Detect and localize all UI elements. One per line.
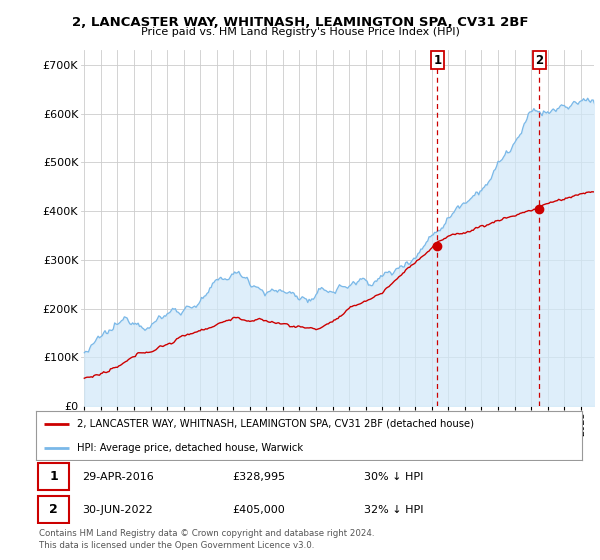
Text: 2: 2 <box>535 54 544 67</box>
Text: 32% ↓ HPI: 32% ↓ HPI <box>364 505 423 515</box>
Text: Price paid vs. HM Land Registry's House Price Index (HPI): Price paid vs. HM Land Registry's House … <box>140 27 460 37</box>
Text: 2, LANCASTER WAY, WHITNASH, LEAMINGTON SPA, CV31 2BF (detached house): 2, LANCASTER WAY, WHITNASH, LEAMINGTON S… <box>77 419 474 429</box>
Text: 2, LANCASTER WAY, WHITNASH, LEAMINGTON SPA, CV31 2BF: 2, LANCASTER WAY, WHITNASH, LEAMINGTON S… <box>72 16 528 29</box>
Text: HPI: Average price, detached house, Warwick: HPI: Average price, detached house, Warw… <box>77 442 303 452</box>
Text: £328,995: £328,995 <box>233 472 286 482</box>
Text: 2: 2 <box>49 503 58 516</box>
Text: Contains HM Land Registry data © Crown copyright and database right 2024.
This d: Contains HM Land Registry data © Crown c… <box>39 529 374 550</box>
FancyBboxPatch shape <box>38 496 70 523</box>
Text: £405,000: £405,000 <box>233 505 286 515</box>
Text: 1: 1 <box>49 470 58 483</box>
Text: 29-APR-2016: 29-APR-2016 <box>82 472 154 482</box>
Text: 1: 1 <box>433 54 442 67</box>
Text: 30-JUN-2022: 30-JUN-2022 <box>82 505 153 515</box>
Text: 30% ↓ HPI: 30% ↓ HPI <box>364 472 423 482</box>
FancyBboxPatch shape <box>38 463 70 490</box>
